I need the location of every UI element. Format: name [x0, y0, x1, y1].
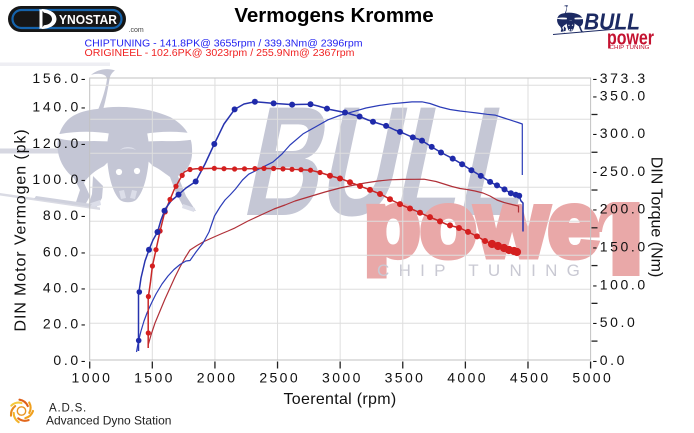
svg-text:5000: 5000 — [572, 370, 613, 386]
svg-text:BULL: BULL — [233, 74, 549, 249]
svg-text:.com: .com — [129, 27, 144, 34]
svg-text:-250.0: -250.0 — [593, 163, 648, 179]
svg-text:-200.0: -200.0 — [593, 201, 648, 217]
svg-text:DIN Torque (Nm): DIN Torque (Nm) — [648, 157, 665, 278]
svg-text:-373.3: -373.3 — [593, 70, 648, 86]
svg-text:-350.0: -350.0 — [593, 87, 648, 103]
svg-text:Advanced Dyno Station: Advanced Dyno Station — [46, 414, 171, 428]
svg-text:1500: 1500 — [134, 370, 175, 386]
svg-text:3500: 3500 — [385, 370, 426, 386]
svg-text:-100.0: -100.0 — [593, 276, 648, 292]
svg-text:YNOSTAR: YNOSTAR — [59, 12, 118, 27]
svg-text:-0.0: -0.0 — [593, 352, 628, 368]
svg-text:2000: 2000 — [197, 370, 238, 386]
svg-text:-300.0: -300.0 — [593, 125, 648, 141]
svg-text:156.0-: 156.0- — [32, 70, 88, 86]
svg-text:40.0-: 40.0- — [43, 280, 88, 296]
svg-text:CHIP TUNING: CHIP TUNING — [610, 45, 650, 51]
svg-text:120.0-: 120.0- — [32, 135, 88, 151]
svg-text:ORIGINEEL - 102.6PK@ 3023rpm: ORIGINEEL - 102.6PK@ 3023rpm / 255.9Nm@ … — [85, 48, 355, 59]
svg-text:60.0-: 60.0- — [43, 243, 88, 259]
svg-text:Vermogens Kromme: Vermogens Kromme — [234, 4, 433, 27]
svg-text:0.0-: 0.0- — [53, 352, 88, 368]
svg-text:4000: 4000 — [447, 370, 488, 386]
svg-text:-150.0: -150.0 — [593, 239, 648, 255]
svg-text:140.0-: 140.0- — [32, 99, 88, 115]
svg-text:2500: 2500 — [259, 370, 300, 386]
svg-text:Toerental (rpm): Toerental (rpm) — [284, 391, 397, 408]
svg-text:power: power — [607, 28, 654, 50]
svg-text:100.0-: 100.0- — [32, 171, 88, 187]
svg-text:3000: 3000 — [322, 370, 363, 386]
svg-text:DIN Motor Vermogen (pk): DIN Motor Vermogen (pk) — [13, 129, 30, 332]
svg-text:BULL: BULL — [584, 9, 640, 35]
svg-text:-50.0: -50.0 — [593, 314, 638, 330]
svg-text:4500: 4500 — [510, 370, 551, 386]
svg-text:CHIPTUNING - 141.8PK@ 3655rpm: CHIPTUNING - 141.8PK@ 3655rpm / 339.3Nm@… — [85, 39, 363, 50]
svg-text:A.D.S.: A.D.S. — [49, 403, 87, 415]
svg-text:1000: 1000 — [72, 370, 113, 386]
svg-text:20.0-: 20.0- — [43, 316, 88, 332]
svg-text:CHIP TUNING: CHIP TUNING — [377, 261, 589, 280]
svg-text:80.0-: 80.0- — [43, 207, 88, 223]
